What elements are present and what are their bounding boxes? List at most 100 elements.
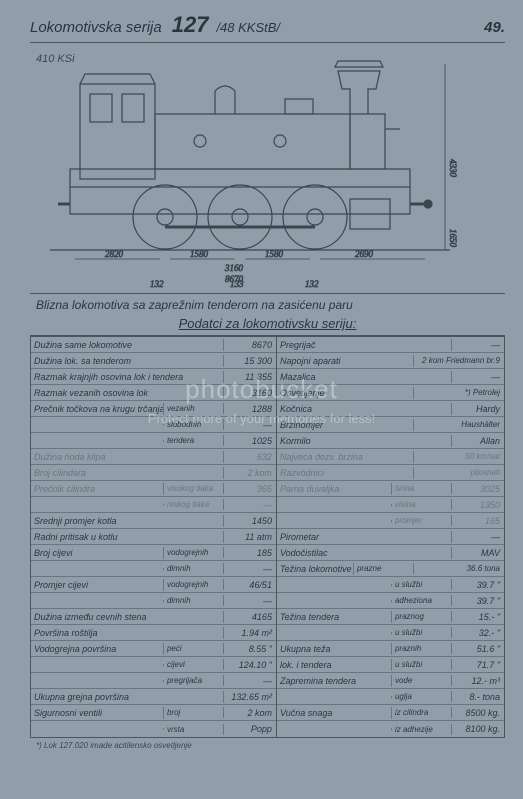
- row-label: [277, 632, 392, 634]
- row-label: Srednji promjer kotla: [31, 515, 224, 527]
- table-row: VodočistilacMAV: [277, 545, 504, 561]
- row-label: Ukupna teža: [277, 643, 392, 655]
- row-value: 51.6 ": [452, 643, 504, 655]
- table-row: Zapremina tenderavode12.- m³: [277, 673, 504, 689]
- row-value: —: [452, 339, 504, 351]
- row-label: Brzinomjer: [277, 419, 414, 431]
- row-value: 8670: [224, 339, 276, 351]
- row-sublabel: cijevi: [164, 659, 224, 670]
- table-row: Vučna snagaiz cilindra8500 kg.: [277, 705, 504, 721]
- row-value: 46/51: [224, 579, 276, 591]
- table-row: Broj cijevivodogrejnih185: [31, 545, 276, 561]
- row-label: Dužina lok. sa tenderom: [31, 355, 224, 367]
- row-sublabel: praznog: [392, 611, 452, 622]
- row-value: 11 355: [224, 371, 276, 383]
- row-label: Ukupna grejna površina: [31, 691, 224, 703]
- row-sublabel: širina: [392, 483, 452, 494]
- row-sublabel: vrsta: [164, 724, 224, 735]
- page: Lokomotivska serija 127 /48 KKStB/ 49. 4…: [0, 0, 523, 799]
- row-sublabel: promjer: [392, 515, 452, 526]
- row-value: 8.55 ": [224, 643, 276, 655]
- row-sublabel: vodogrejnih: [164, 579, 224, 590]
- row-sublabel: prazne: [354, 563, 414, 574]
- row-value: —: [224, 595, 276, 607]
- row-label: Promjer cijevi: [31, 579, 164, 591]
- row-label: Razmak vezanih osovina lok: [31, 387, 224, 399]
- row-value: 2 kom: [224, 467, 276, 479]
- row-sublabel: vezanih: [164, 403, 224, 414]
- table-row: Dužina same lokomotive8670: [31, 337, 276, 353]
- caption: Blizna lokomotiva sa zaprežnim tenderom …: [30, 294, 505, 314]
- table-row: dimnih—: [31, 593, 276, 609]
- row-value: 1288: [224, 403, 276, 415]
- table-row: Razmak vezanih osovina lok3160: [31, 385, 276, 401]
- table-row: Težina tenderapraznog15.- ": [277, 609, 504, 625]
- spec-left-column: Dužina same lokomotive8670Dužina lok. sa…: [31, 337, 277, 737]
- table-row: iz adhezije8100 kg.: [277, 721, 504, 737]
- row-value: —: [224, 675, 276, 687]
- table-row: dimnih—: [31, 561, 276, 577]
- row-sublabel: u službi: [392, 659, 452, 670]
- table-row: Vodogrejna površinapeći8.55 ": [31, 641, 276, 657]
- table-row: Razvodnicipljosnati: [277, 465, 504, 481]
- row-label: [31, 568, 164, 570]
- row-value: 8500 kg.: [452, 707, 504, 719]
- table-row: Srednji promjer kotla1450: [31, 513, 276, 529]
- table-row: KormiloAllan: [277, 433, 504, 449]
- row-label: [277, 728, 392, 730]
- row-value: 365: [224, 483, 276, 495]
- table-row: u službi39.7 ": [277, 577, 504, 593]
- row-label: Broj cijevi: [31, 547, 164, 559]
- table-row: Razmak krajnjih osovina lok i tendera11 …: [31, 369, 276, 385]
- technical-drawing: 410 KSi: [30, 49, 505, 294]
- series-title: Lokomotivska serija: [30, 19, 162, 36]
- table-row: visina1350: [277, 497, 504, 513]
- row-value: 124.10 ": [224, 659, 276, 671]
- row-sublabel: praznih: [392, 643, 452, 654]
- row-label: Napojni aparati: [277, 355, 414, 367]
- row-label: Dužina između cevnih stena: [31, 611, 224, 623]
- row-label: Sigurnosni ventili: [31, 707, 164, 719]
- row-label: Dužina same lokomotive: [31, 339, 224, 351]
- row-value: —: [224, 419, 276, 431]
- svg-text:3160: 3160: [224, 263, 244, 273]
- row-value: Hardy: [452, 403, 504, 415]
- row-label: [31, 680, 164, 682]
- row-label: Kormilo: [277, 435, 452, 447]
- row-sublabel: uglja: [392, 691, 452, 702]
- table-row: Prečnik cilindravisokog tlaka365: [31, 481, 276, 497]
- table-row: KočnicaHardy: [277, 401, 504, 417]
- table-row: vrstaPopp: [31, 721, 276, 737]
- row-label: Prečnik točkova na krugu trčanja: [31, 403, 164, 415]
- row-label: Težina lokomotive: [277, 563, 354, 575]
- table-row: Težina lokomotiveprazne36.6 tona: [277, 561, 504, 577]
- row-value: 3025: [452, 483, 504, 495]
- row-value: 3160: [224, 387, 276, 399]
- row-label: Razmak krajnjih osovina lok i tendera: [31, 371, 224, 383]
- header: Lokomotivska serija 127 /48 KKStB/ 49.: [30, 12, 505, 43]
- row-sublabel: visina: [392, 499, 452, 510]
- row-sublabel: tendera: [164, 435, 224, 446]
- row-sublabel: broj: [164, 707, 224, 718]
- row-label: [277, 504, 392, 506]
- svg-text:133: 133: [230, 279, 244, 289]
- row-sublabel: niskog tlaka: [164, 499, 224, 510]
- row-label: [277, 600, 392, 602]
- svg-text:132: 132: [150, 279, 164, 289]
- series-number: 127: [172, 12, 209, 38]
- row-value: *) Petrolej: [414, 387, 504, 398]
- row-sublabel: iz adhezije: [392, 724, 452, 735]
- table-row: Napojni aparati2 kom Friedmann br.9: [277, 353, 504, 369]
- table-row: Osvetljenje*) Petrolej: [277, 385, 504, 401]
- table-row: Dužina lok. sa tenderom15 300: [31, 353, 276, 369]
- svg-text:132: 132: [305, 279, 319, 289]
- row-label: Parna duvaljka: [277, 483, 392, 495]
- table-row: uglja8.- tona: [277, 689, 504, 705]
- row-value: 1.94 m²: [224, 627, 276, 639]
- row-sublabel: pregrijača: [164, 675, 224, 686]
- subtitle: Podatci za lokomotivsku seriju:: [30, 314, 505, 336]
- table-row: BrzinomjerHaushälter: [277, 417, 504, 433]
- table-row: promjer165: [277, 513, 504, 529]
- row-label: [31, 440, 164, 442]
- row-value: —: [224, 563, 276, 575]
